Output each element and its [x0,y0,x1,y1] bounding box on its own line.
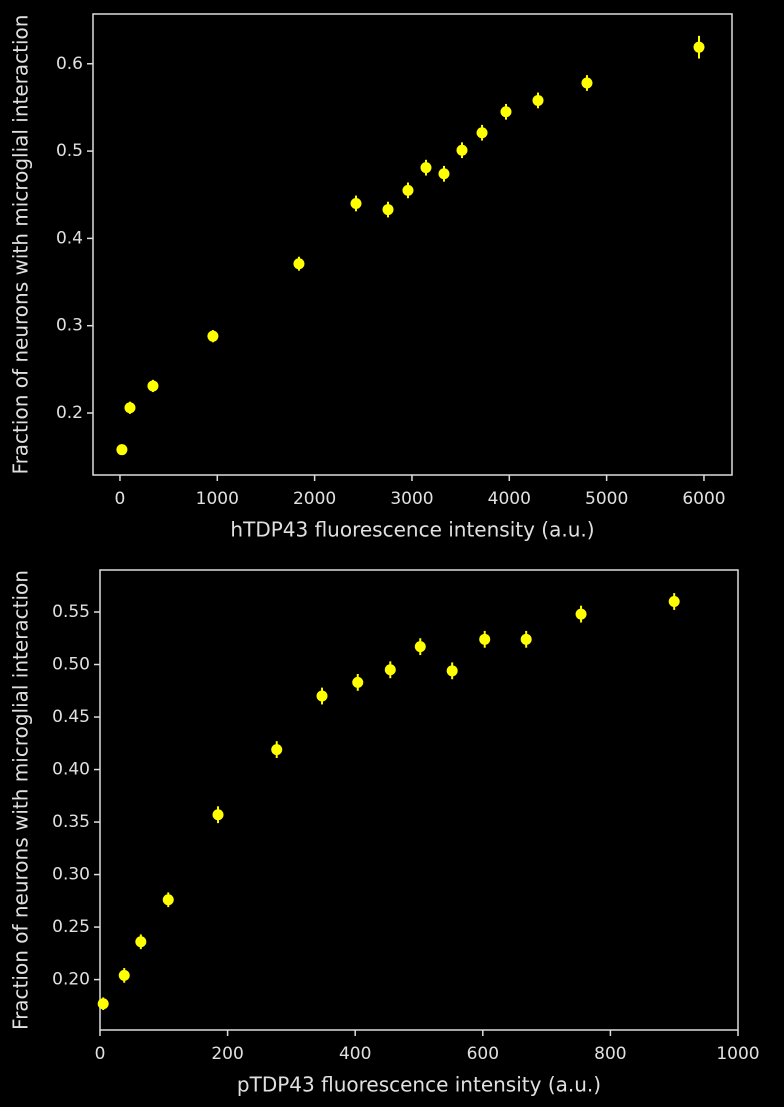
point [581,77,593,89]
point [420,162,432,174]
x-axis-label: pTDP43 fluorescence intensity (a.u.) [237,1073,601,1097]
point [476,127,488,139]
x-tick-label: 1000 [716,1044,759,1064]
point [520,633,532,645]
y-tick-label: 0.50 [52,655,90,675]
plot-frame [99,569,739,1031]
y-tick-label: 0.6 [56,54,83,74]
x-tick-label: 4000 [488,489,531,509]
point [668,596,680,608]
point [316,690,328,702]
point [456,144,468,156]
point [479,633,491,645]
x-axis-label: hTDP43 fluorescence intensity (a.u.) [230,518,594,542]
x-tick-label: 0 [95,1044,106,1064]
y-tick-label: 0.40 [52,760,90,780]
x-tick-label: 5000 [585,489,628,509]
x-tick-label: 200 [211,1044,243,1064]
point [382,204,394,216]
point [162,894,174,906]
x-tick-label: 400 [339,1044,371,1064]
x-tick-label: 600 [467,1044,499,1064]
y-axis-label: Fraction of neurons with microglial inte… [9,570,33,1030]
point [118,969,130,981]
x-tick-label: 2000 [293,489,336,509]
x-tick-label: 1000 [196,489,239,509]
point [147,380,159,392]
point [293,258,305,270]
plot-frame [92,13,733,476]
y-tick-label: 0.45 [52,707,90,727]
point [575,608,587,620]
y-tick-label: 0.5 [56,141,83,161]
point [446,665,458,677]
y-tick-label: 0.2 [56,403,83,423]
x-tick-label: 800 [594,1044,626,1064]
y-tick-label: 0.55 [52,602,90,622]
y-tick-label: 0.25 [52,917,90,937]
point [500,106,512,118]
x-tick-label: 3000 [390,489,433,509]
x-tick-label: 0 [115,489,126,509]
point [532,94,544,106]
point [97,998,109,1010]
point [207,330,219,342]
point [135,936,147,948]
y-tick-label: 0.30 [52,865,90,885]
point [438,168,450,180]
point [271,744,283,756]
x-tick-label: 6000 [682,489,725,509]
y-axis-label: Fraction of neurons with microglial inte… [9,15,33,475]
point [693,41,705,53]
point [352,676,364,688]
point [350,197,362,209]
point [116,444,128,456]
y-tick-label: 0.3 [56,316,83,336]
y-tick-label: 0.20 [52,970,90,990]
point [212,809,224,821]
point [414,641,426,653]
y-tick-label: 0.35 [52,812,90,832]
point [402,184,414,196]
y-tick-label: 0.4 [56,228,83,248]
point [124,402,136,414]
point [384,664,396,676]
